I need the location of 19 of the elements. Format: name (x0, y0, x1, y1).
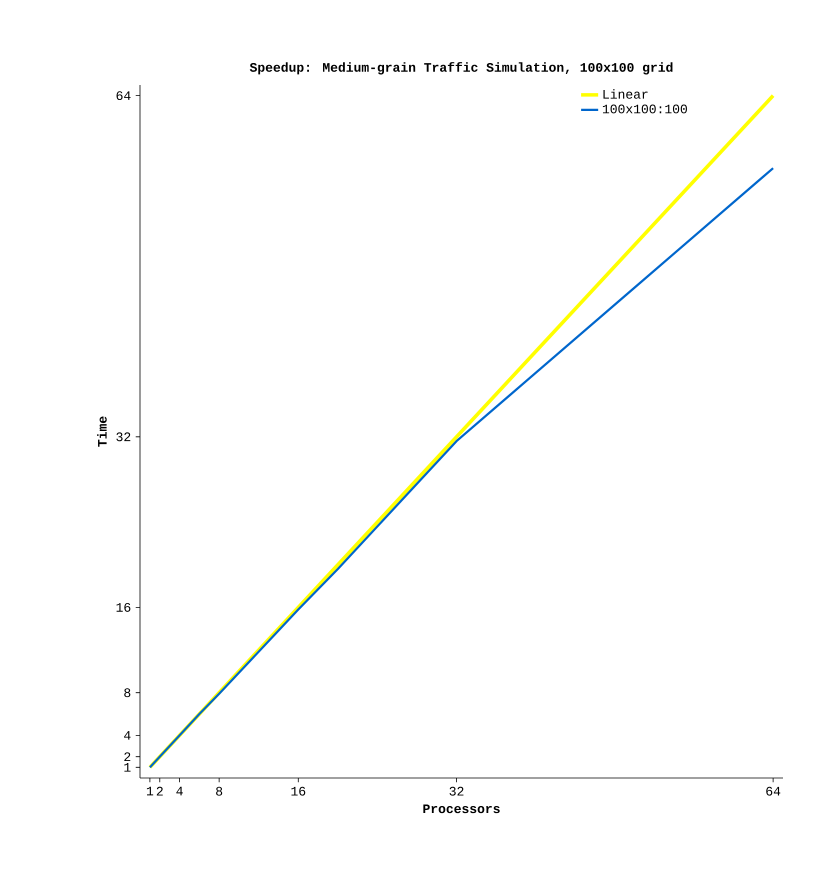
x-tick-label: 16 (291, 786, 306, 796)
x-tick-label: 4 (176, 786, 183, 796)
chart-title: Speedup: Medium-grain Traffic Simulation, 100x100 grid (250, 62, 672, 74)
y-tick-label: 64 (116, 91, 131, 100)
x-tick-label: 32 (450, 786, 464, 796)
y-tick-label: 32 (116, 432, 130, 442)
y-tick-label: 8 (124, 688, 130, 698)
legend-label: 100x100:100 (602, 104, 687, 114)
y-tick-label: 16 (116, 602, 130, 612)
x-tick-label: 1 (146, 786, 154, 796)
y-axis-title: Time (97, 416, 107, 447)
y-tick-label: 1 (124, 763, 131, 772)
x-tick-label: 64 (766, 786, 780, 796)
legend-label: Linear (603, 89, 648, 99)
x-tick-label: 2 (156, 786, 163, 796)
y-tick-label: 4 (124, 731, 131, 740)
y-tick-label: 2 (124, 752, 130, 762)
x-axis-title: Processors (423, 804, 500, 814)
x-tick-label: 8 (216, 786, 222, 796)
